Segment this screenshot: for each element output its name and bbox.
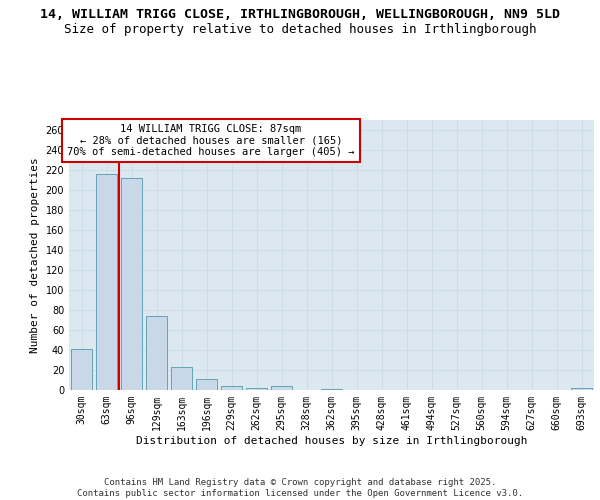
Text: 14, WILLIAM TRIGG CLOSE, IRTHLINGBOROUGH, WELLINGBOROUGH, NN9 5LD: 14, WILLIAM TRIGG CLOSE, IRTHLINGBOROUGH…: [40, 8, 560, 20]
Text: Size of property relative to detached houses in Irthlingborough: Size of property relative to detached ho…: [64, 22, 536, 36]
Bar: [271, 386, 292, 390]
X-axis label: Distribution of detached houses by size in Irthlingborough: Distribution of detached houses by size …: [136, 436, 527, 446]
Bar: [121, 178, 142, 390]
Bar: [321, 389, 342, 390]
Bar: [146, 316, 167, 390]
Bar: [96, 174, 117, 390]
Bar: [246, 388, 267, 390]
Bar: [171, 367, 192, 390]
Bar: [221, 386, 242, 390]
Bar: [571, 388, 592, 390]
Text: 14 WILLIAM TRIGG CLOSE: 87sqm
← 28% of detached houses are smaller (165)
70% of : 14 WILLIAM TRIGG CLOSE: 87sqm ← 28% of d…: [67, 124, 355, 157]
Bar: [71, 349, 92, 390]
Bar: [196, 379, 217, 390]
Y-axis label: Number of detached properties: Number of detached properties: [30, 157, 40, 353]
Text: Contains HM Land Registry data © Crown copyright and database right 2025.
Contai: Contains HM Land Registry data © Crown c…: [77, 478, 523, 498]
